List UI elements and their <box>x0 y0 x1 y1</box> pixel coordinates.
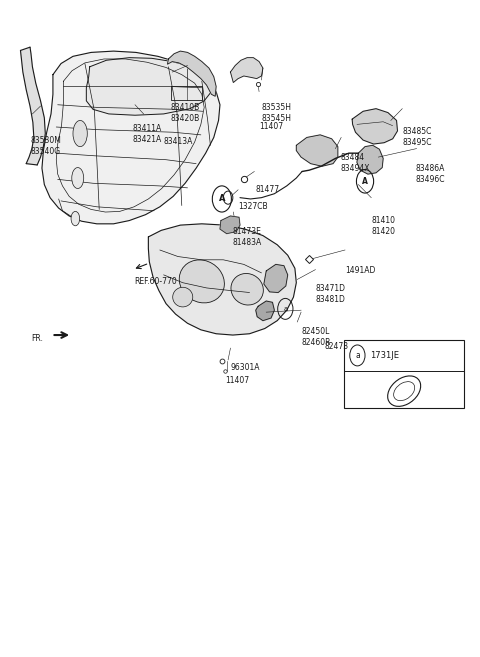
Text: 83410B
83420B: 83410B 83420B <box>170 102 200 123</box>
FancyBboxPatch shape <box>344 340 464 408</box>
Text: a: a <box>283 306 288 312</box>
Polygon shape <box>42 51 220 224</box>
Polygon shape <box>256 301 275 321</box>
Polygon shape <box>357 145 383 174</box>
Text: 83411A
83421A: 83411A 83421A <box>132 124 162 145</box>
Text: 81477: 81477 <box>255 185 279 194</box>
Polygon shape <box>352 108 397 144</box>
Polygon shape <box>264 264 288 292</box>
Text: 82450L
82460R: 82450L 82460R <box>301 327 331 348</box>
Text: 83484
83494X: 83484 83494X <box>340 153 370 173</box>
Polygon shape <box>21 47 45 165</box>
Text: 83530M
83540G: 83530M 83540G <box>30 135 61 156</box>
Text: 96301A: 96301A <box>230 363 260 371</box>
Ellipse shape <box>231 273 264 305</box>
Ellipse shape <box>179 260 224 303</box>
Text: 83485C
83495C: 83485C 83495C <box>402 127 432 147</box>
Text: A: A <box>362 177 368 186</box>
Text: 11407: 11407 <box>259 122 283 131</box>
Text: 82473: 82473 <box>325 342 349 351</box>
Polygon shape <box>86 58 212 115</box>
Text: A: A <box>218 194 225 204</box>
Text: a: a <box>355 351 360 360</box>
Polygon shape <box>220 216 240 234</box>
Text: FR.: FR. <box>32 334 43 343</box>
Polygon shape <box>230 58 263 83</box>
Text: 83486A
83496C: 83486A 83496C <box>416 164 445 184</box>
Circle shape <box>223 191 233 204</box>
Text: 83471D
83481D: 83471D 83481D <box>315 284 346 304</box>
Text: 11407: 11407 <box>226 376 250 384</box>
Text: 83413A: 83413A <box>164 137 193 146</box>
Ellipse shape <box>72 168 84 189</box>
Text: 1327CB: 1327CB <box>238 202 268 212</box>
Polygon shape <box>296 135 338 166</box>
Text: 81410
81420: 81410 81420 <box>371 216 395 236</box>
Text: 83535H
83545H: 83535H 83545H <box>262 102 291 123</box>
Polygon shape <box>148 224 296 335</box>
Ellipse shape <box>173 287 193 307</box>
Text: 1491AD: 1491AD <box>345 265 375 275</box>
Text: 81473E
81483A: 81473E 81483A <box>232 227 262 247</box>
Text: 1731JE: 1731JE <box>370 351 399 360</box>
Polygon shape <box>168 51 216 97</box>
Text: REF.60-770: REF.60-770 <box>134 277 177 286</box>
Ellipse shape <box>73 120 87 147</box>
Ellipse shape <box>71 212 80 226</box>
